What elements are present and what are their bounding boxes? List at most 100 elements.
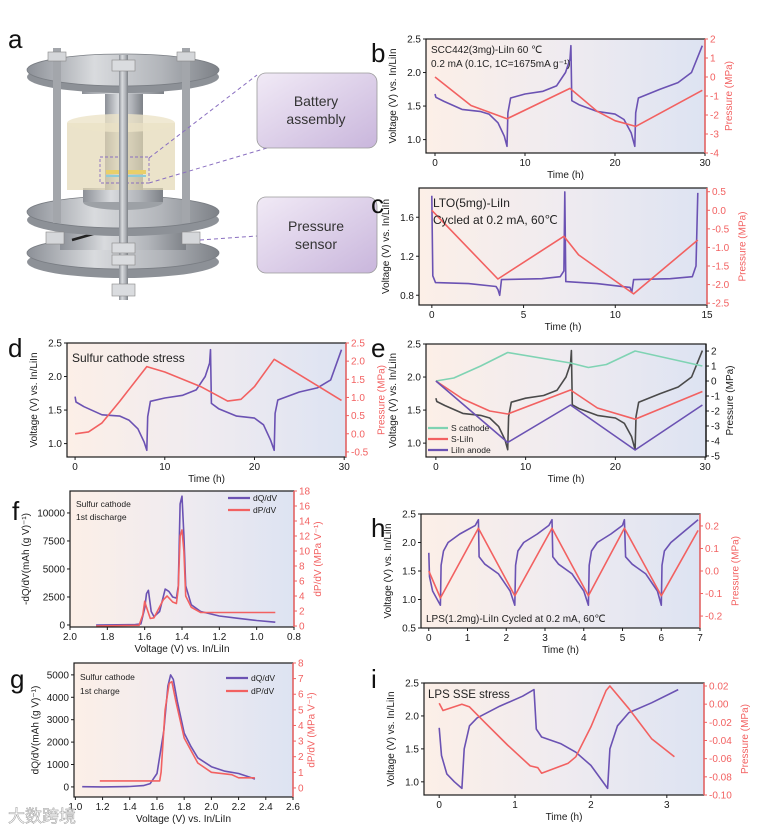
y2-tick-label: 7 [298,674,304,685]
x-tick-label: 1.2 [96,802,110,813]
legend-label: dQ/dV [251,673,275,683]
y-axis-label: Voltage (V) vs. In/LiIn [386,691,397,786]
plot-area [426,39,705,153]
x-tick-label: 30 [339,462,351,473]
chart-annotation: Sulfur cathode [76,499,131,509]
series-voltage [435,349,704,451]
x-axis-label: Time (h) [547,170,584,181]
y2-tick-label: 1.5 [351,375,365,386]
y2-tick-label: 1 [298,768,304,779]
y2-tick-label: 10 [299,547,311,558]
x-tick-label: 5 [521,310,527,321]
y-tick-label: 1000 [47,760,70,771]
x-tick-label: 0 [433,462,439,473]
series-pressure [431,209,699,295]
x-tick-label: 1 [465,633,471,644]
legend-label: dQ/dV [253,493,277,503]
y2-tick-label: 2 [299,607,305,618]
x-tick-label: 0 [432,158,438,169]
callout-label: Pressure [288,218,344,234]
x-tick-label: 20 [249,462,261,473]
x-tick-label: 1.6 [150,802,164,813]
x-tick-label: 15 [701,310,713,321]
y2-tick-label: 2 [711,347,717,358]
y-tick-label: 1.0 [407,439,421,450]
panel-d: d 0 10 20 30 1.0 1.5 2.0 2.5 -0.5 0.0 0.5 1.0 1.5 2.0 2… [8,333,387,485]
y-tick-label: 4000 [47,693,70,704]
panel-letter-c: c [371,189,384,219]
y-tick-label: 2000 [47,738,70,749]
watermark: 大数跨境 [8,807,76,827]
x-tick-label: 1.0 [250,632,264,643]
x-axis-label: Time (h) [546,812,583,823]
x-tick-label: 1 [512,800,518,811]
y-tick-label: 1.5 [405,744,419,755]
panel-a: a [8,24,378,300]
x-tick-label: 2 [503,633,509,644]
x-tick-label: 2.2 [232,802,246,813]
y-tick-label: 1.0 [405,777,419,788]
chart-annotation: LPS SSE stress [428,689,510,701]
y2-tick-label: 0.0 [712,206,726,217]
y-tick-label: 2.5 [407,35,421,46]
series-s-liin [435,380,703,420]
y2-axis-label: Pressure (MPa) [724,61,735,131]
y2-tick-label: 0 [710,73,716,84]
y-tick-label: 2500 [43,592,66,603]
legend-label: dP/dV [253,505,276,515]
series-voltage [434,44,704,148]
series-pressure [428,527,699,599]
series-voltage [431,191,699,297]
callout-label: sensor [295,236,337,252]
y-tick-label: 1.5 [48,406,62,417]
y-tick-label: 1.0 [402,595,416,606]
y-tick-label: 1.5 [407,102,421,113]
x-tick-label: 2.4 [259,802,273,813]
y-tick-label: 2.5 [407,340,421,351]
plot-area [424,683,704,795]
y-tick-label: 0 [63,782,69,793]
x-tick-label: 0 [426,633,432,644]
x-tick-label: 2.6 [286,802,300,813]
x-tick-label: 1.4 [175,632,189,643]
panel-letter-e: e [371,333,385,363]
panel-h: h 0 1 2 3 4 5 6 7 0.5 1.0 1.5 2.0 2.5 -0.2 -0.1 0.0 0.1 0.… [371,510,741,657]
callout-pressure-sensor: Pressure sensor [256,196,378,274]
y2-tick-label: -0.08 [709,772,732,783]
y-tick-label: 2.0 [407,68,421,79]
chart-annotation: LTO(5mg)-LiIn [433,196,510,210]
legend-label: LiIn anode [451,445,491,455]
y-tick-label: 1.0 [407,135,421,146]
x-tick-label: 10 [159,462,171,473]
x-tick-label: 1.0 [68,802,82,813]
y-tick-label: 2.0 [405,711,419,722]
y2-tick-label: -1 [711,392,720,403]
x-tick-label: 2.0 [204,802,218,813]
x-tick-label: 1.4 [123,802,137,813]
panel-i: i 0 1 2 3 1.0 1.5 2.0 2.5 -0.10 -0.08 -0.06 -0.04 -0.… [371,664,751,823]
y2-tick-label: -0.1 [705,589,723,600]
x-tick-label: 20 [609,158,621,169]
panel-e: e 0 10 20 30 1.0 1.5 2.0 2.5 -5 -4 -3 -2 -1 0 1 2 Time (h… [371,333,736,485]
y2-tick-label: 0.00 [709,700,729,711]
y2-tick-label: -0.04 [709,736,732,747]
y2-tick-label: -4 [710,149,719,160]
y-tick-label: 5000 [43,564,66,575]
y2-tick-label: -0.5 [351,447,369,458]
y2-axis-label: Pressure (MPa) [737,211,748,281]
y2-tick-label: -0.02 [709,718,732,729]
series-voltage [74,348,343,452]
y2-tick-label: -0.10 [709,791,732,802]
series-pressure [434,76,703,128]
y2-tick-label: 4 [299,592,305,603]
x-tick-label: 5 [620,633,626,644]
callout-battery-assembly: Battery assembly [256,72,378,149]
x-tick-label: 30 [699,158,711,169]
y2-tick-label: -4 [711,436,720,447]
x-axis-label: Voltage (V) vs. In/LiIn [134,644,229,655]
y2-tick-label: 2 [298,752,304,763]
y2-tick-label: 2 [710,35,716,46]
y2-tick-label: -0.5 [712,224,730,235]
